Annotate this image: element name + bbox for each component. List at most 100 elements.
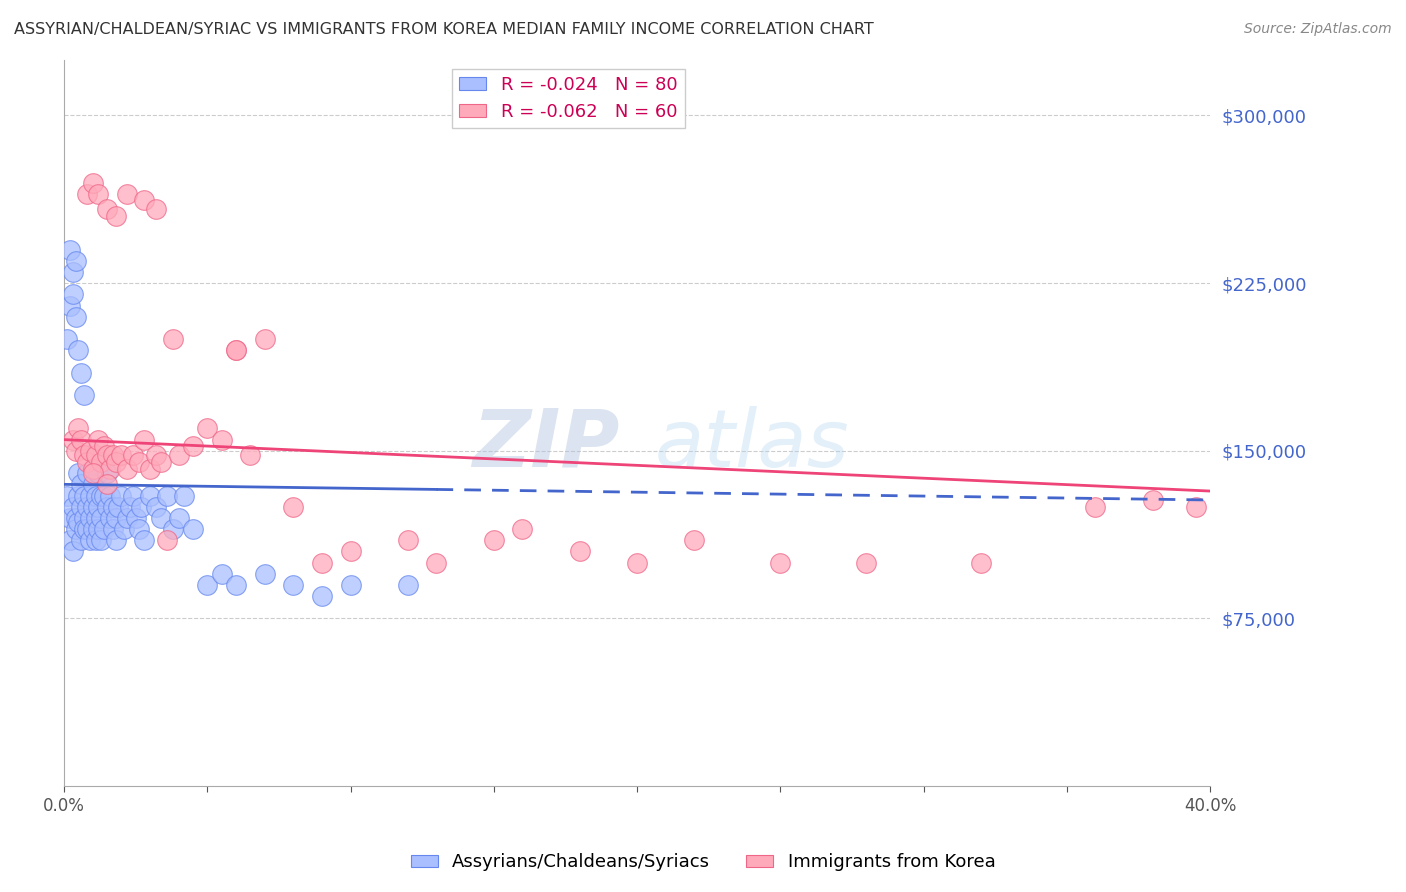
Point [93,439,115,453]
Point [90,489,112,503]
Point [104,533,127,548]
Point [96,477,118,491]
Point [98,461,121,475]
Point [1084,500,1107,514]
Point [339,544,361,558]
Point [115,511,138,525]
Point [482,533,505,548]
Point [98,511,121,525]
Point [195,421,218,435]
Point [145,448,167,462]
Point [82,522,104,536]
Point [683,533,706,548]
Point [84,448,107,462]
Point [87,433,110,447]
Point [70,500,93,514]
Point [339,578,361,592]
Point [93,522,115,536]
Point [82,176,104,190]
Point [512,522,534,536]
Text: ASSYRIAN/CHALDEAN/SYRIAC VS IMMIGRANTS FROM KOREA MEDIAN FAMILY INCOME CORRELATI: ASSYRIAN/CHALDEAN/SYRIAC VS IMMIGRANTS F… [14,22,873,37]
Point [62,265,84,279]
Point [150,511,173,525]
Point [62,500,84,514]
Point [167,511,190,525]
Point [90,533,112,548]
Point [134,433,156,447]
Point [56,489,79,503]
Point [134,194,156,208]
Point [104,511,127,525]
Point [98,489,121,503]
Point [283,500,305,514]
Point [73,511,96,525]
Point [84,489,107,503]
Point [59,533,82,548]
Point [1142,493,1164,508]
Point [101,448,124,462]
Legend: Assyrians/Chaldeans/Syriacs, Immigrants from Korea: Assyrians/Chaldeans/Syriacs, Immigrants … [404,847,1002,879]
Point [139,489,162,503]
Point [82,461,104,475]
Point [82,477,104,491]
Point [59,243,82,257]
Point [211,433,233,447]
Point [239,448,262,462]
Point [769,556,792,570]
Point [59,511,82,525]
Point [311,589,333,603]
Point [87,466,110,480]
Point [70,433,93,447]
Point [67,466,90,480]
Point [73,489,96,503]
Point [425,556,447,570]
Point [121,448,143,462]
Point [62,287,84,301]
Point [181,522,204,536]
Point [104,209,127,223]
Point [626,556,648,570]
Point [396,533,419,548]
Point [101,500,124,514]
Point [145,500,167,514]
Point [90,455,112,469]
Point [90,511,112,525]
Point [253,332,276,346]
Point [73,388,96,402]
Point [79,489,101,503]
Point [65,511,87,525]
Point [1184,500,1206,514]
Point [65,522,87,536]
Point [62,433,84,447]
Point [125,511,148,525]
Point [107,500,129,514]
Point [87,186,110,201]
Point [131,500,153,514]
Point [110,448,132,462]
Point [79,511,101,525]
Point [65,310,87,324]
Point [211,566,233,581]
Point [70,533,93,548]
Point [96,500,118,514]
Point [225,578,247,592]
Point [67,489,90,503]
Point [82,500,104,514]
Point [110,489,132,503]
Text: Source: ZipAtlas.com: Source: ZipAtlas.com [1244,22,1392,37]
Point [134,533,156,548]
Point [181,439,204,453]
Point [396,578,419,592]
Point [65,253,87,268]
Point [150,455,173,469]
Point [115,461,138,475]
Point [162,332,184,346]
Point [128,455,150,469]
Point [79,443,101,458]
Point [118,500,141,514]
Point [84,533,107,548]
Point [855,556,877,570]
Point [568,544,591,558]
Point [104,455,127,469]
Point [156,533,179,548]
